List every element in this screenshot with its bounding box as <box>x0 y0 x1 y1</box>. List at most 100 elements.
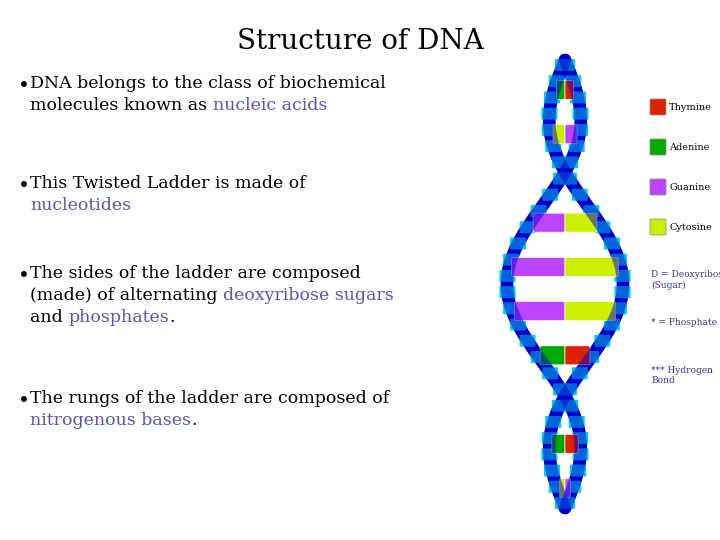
FancyBboxPatch shape <box>520 221 536 233</box>
FancyBboxPatch shape <box>510 238 526 249</box>
FancyBboxPatch shape <box>615 270 631 282</box>
Text: Thymine: Thymine <box>669 103 712 111</box>
Text: Structure of DNA: Structure of DNA <box>237 28 483 55</box>
Text: and: and <box>30 309 68 326</box>
Text: nitrogenous bases: nitrogenous bases <box>30 412 191 429</box>
FancyBboxPatch shape <box>544 464 560 477</box>
FancyBboxPatch shape <box>565 125 577 144</box>
FancyBboxPatch shape <box>561 173 577 185</box>
Text: (made) of alternating: (made) of alternating <box>30 287 223 304</box>
FancyBboxPatch shape <box>650 139 666 155</box>
Text: •: • <box>18 177 30 196</box>
FancyBboxPatch shape <box>572 189 588 201</box>
FancyBboxPatch shape <box>565 346 590 365</box>
FancyBboxPatch shape <box>533 213 565 232</box>
FancyBboxPatch shape <box>552 157 568 168</box>
Text: •: • <box>18 267 30 286</box>
FancyBboxPatch shape <box>565 478 570 497</box>
FancyBboxPatch shape <box>595 221 611 233</box>
FancyBboxPatch shape <box>541 124 558 136</box>
FancyBboxPatch shape <box>557 80 565 99</box>
FancyBboxPatch shape <box>510 319 526 330</box>
FancyBboxPatch shape <box>500 286 516 298</box>
FancyBboxPatch shape <box>572 124 588 136</box>
Text: •: • <box>18 77 30 96</box>
FancyBboxPatch shape <box>611 302 627 314</box>
FancyBboxPatch shape <box>572 448 588 460</box>
FancyBboxPatch shape <box>531 205 546 217</box>
Text: Cytosine: Cytosine <box>669 222 712 232</box>
FancyBboxPatch shape <box>565 258 618 276</box>
FancyBboxPatch shape <box>565 302 616 321</box>
FancyBboxPatch shape <box>604 238 620 249</box>
FancyBboxPatch shape <box>503 302 519 314</box>
FancyBboxPatch shape <box>569 140 585 152</box>
FancyBboxPatch shape <box>541 107 557 120</box>
FancyBboxPatch shape <box>544 91 560 104</box>
FancyBboxPatch shape <box>541 432 558 444</box>
FancyBboxPatch shape <box>545 416 562 428</box>
FancyBboxPatch shape <box>595 335 611 347</box>
Text: nucleic acids: nucleic acids <box>212 97 327 114</box>
FancyBboxPatch shape <box>531 351 546 363</box>
FancyBboxPatch shape <box>650 179 666 195</box>
Text: •: • <box>18 392 30 411</box>
FancyBboxPatch shape <box>561 383 577 395</box>
FancyBboxPatch shape <box>583 351 599 363</box>
FancyBboxPatch shape <box>604 319 620 330</box>
FancyBboxPatch shape <box>542 367 558 379</box>
Text: DNA belongs to the class of biochemical: DNA belongs to the class of biochemical <box>30 75 386 92</box>
FancyBboxPatch shape <box>553 173 569 185</box>
FancyBboxPatch shape <box>615 286 631 298</box>
FancyBboxPatch shape <box>565 213 597 232</box>
FancyBboxPatch shape <box>559 478 565 497</box>
FancyBboxPatch shape <box>650 99 666 115</box>
Text: Adenine: Adenine <box>669 143 709 152</box>
FancyBboxPatch shape <box>549 75 564 87</box>
Text: This Twisted Ladder is made of: This Twisted Ladder is made of <box>30 175 306 192</box>
FancyBboxPatch shape <box>650 219 666 235</box>
Text: nucleotides: nucleotides <box>30 197 131 214</box>
Text: The rungs of the ladder are composed of: The rungs of the ladder are composed of <box>30 390 390 407</box>
FancyBboxPatch shape <box>562 400 578 411</box>
FancyBboxPatch shape <box>500 270 516 282</box>
Text: * = Phosphate: * = Phosphate <box>651 318 717 327</box>
Text: .: . <box>191 412 197 429</box>
FancyBboxPatch shape <box>583 205 599 217</box>
Text: molecules known as: molecules known as <box>30 97 212 114</box>
FancyBboxPatch shape <box>552 434 565 453</box>
FancyBboxPatch shape <box>549 481 564 493</box>
FancyBboxPatch shape <box>555 59 571 71</box>
FancyBboxPatch shape <box>570 464 586 477</box>
Text: The sides of the ladder are composed: The sides of the ladder are composed <box>30 265 361 282</box>
FancyBboxPatch shape <box>553 383 569 395</box>
FancyBboxPatch shape <box>503 254 519 266</box>
Text: deoxyribose sugars: deoxyribose sugars <box>223 287 394 304</box>
FancyBboxPatch shape <box>565 481 581 493</box>
FancyBboxPatch shape <box>520 335 536 347</box>
Text: phosphates: phosphates <box>68 309 169 326</box>
FancyBboxPatch shape <box>570 91 586 104</box>
FancyBboxPatch shape <box>515 302 565 321</box>
FancyBboxPatch shape <box>540 346 565 365</box>
Text: *** Hydrogen
Bond: *** Hydrogen Bond <box>651 366 713 386</box>
FancyBboxPatch shape <box>545 140 562 152</box>
Text: Guanine: Guanine <box>669 183 710 192</box>
FancyBboxPatch shape <box>572 107 588 120</box>
FancyBboxPatch shape <box>541 448 557 460</box>
FancyBboxPatch shape <box>555 497 571 509</box>
FancyBboxPatch shape <box>565 434 578 453</box>
FancyBboxPatch shape <box>572 432 588 444</box>
FancyBboxPatch shape <box>552 400 568 411</box>
Text: .: . <box>169 309 174 326</box>
Text: D = Deoxyribose
(Sugar): D = Deoxyribose (Sugar) <box>651 270 720 289</box>
FancyBboxPatch shape <box>565 75 581 87</box>
FancyBboxPatch shape <box>565 80 574 99</box>
FancyBboxPatch shape <box>569 416 585 428</box>
FancyBboxPatch shape <box>553 125 565 144</box>
FancyBboxPatch shape <box>559 497 575 509</box>
FancyBboxPatch shape <box>611 254 627 266</box>
FancyBboxPatch shape <box>572 367 588 379</box>
FancyBboxPatch shape <box>562 157 578 168</box>
FancyBboxPatch shape <box>542 189 558 201</box>
